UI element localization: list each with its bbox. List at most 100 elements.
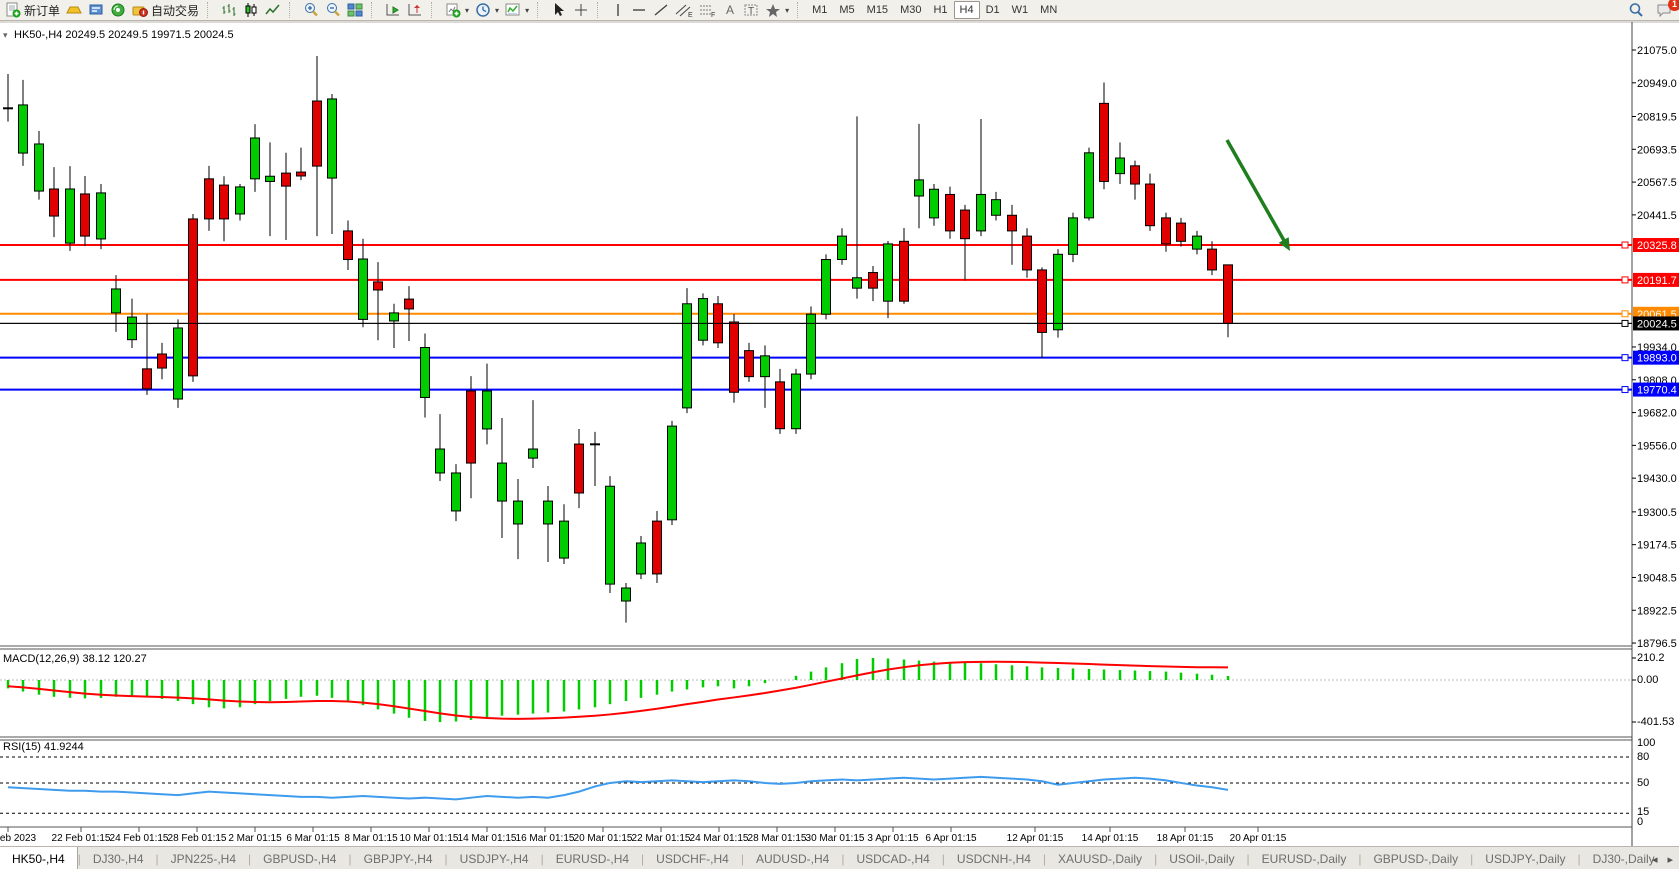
timeframe-mn-button[interactable]: MN <box>1040 4 1058 16</box>
symbol-tab-hk50h4[interactable]: HK50-,H4 <box>0 847 78 869</box>
signal-button[interactable] <box>107 1 129 19</box>
periods-button[interactable]: ▾ <box>472 1 502 19</box>
svg-text:0.00: 0.00 <box>1637 674 1658 686</box>
bar-chart-mode-button[interactable] <box>218 1 240 19</box>
search-icon <box>1628 2 1644 18</box>
svg-text:20325.8: 20325.8 <box>1637 240 1677 252</box>
auto-trading-label: 自动交易 <box>151 3 200 18</box>
zoom-in-icon <box>303 2 319 18</box>
svg-text:19556.0: 19556.0 <box>1637 440 1677 452</box>
tab-separator: | <box>77 852 81 866</box>
timeframe-d1-button[interactable]: D1 <box>985 4 1000 16</box>
auto-trading-icon <box>132 2 149 18</box>
crosshair-icon <box>573 2 589 18</box>
toolbar-separator <box>371 2 377 18</box>
timeframe-h4-button[interactable]: H4 <box>953 1 980 19</box>
shapes-icon <box>765 2 781 18</box>
toolbar-separator <box>289 2 295 18</box>
search-button[interactable] <box>1625 1 1647 19</box>
symbol-tabs: HK50-,H4 | DJ30-,H4 | JPN225-,H4 | GBPUSD-,H4 |… <box>0 847 1667 869</box>
svg-text:80: 80 <box>1637 751 1649 763</box>
svg-text:E: E <box>688 12 693 18</box>
toolbar-separator <box>207 2 213 18</box>
tile-windows-button[interactable] <box>344 1 366 19</box>
trendline-icon <box>653 2 669 18</box>
symbol-tab-audusdh4[interactable]: AUDUSD-,H4 <box>755 852 830 866</box>
tabs-scroll-left-icon[interactable]: ◂ <box>1651 853 1658 866</box>
timeframe-h1-button[interactable]: H1 <box>933 4 948 16</box>
tab-separator: | <box>248 852 252 866</box>
chart-canvas[interactable]: 21075.0 20949.0 20819.5 20693.5 20567.5 20441… <box>0 21 1679 846</box>
symbol-tab-usdchfh4[interactable]: USDCHF-,H4 <box>656 852 729 866</box>
channel-tool-button[interactable]: E <box>672 1 696 19</box>
svg-text:6 Apr 01:15: 6 Apr 01:15 <box>925 833 977 844</box>
candlestick-mode-button[interactable] <box>240 1 262 19</box>
arrow-annotation[interactable] <box>1225 139 1290 251</box>
chart-area: 21075.0 20949.0 20819.5 20693.5 20567.5 20441… <box>0 21 1679 846</box>
symbol-tab-eurusdh4[interactable]: EURUSD-,H4 <box>555 852 630 866</box>
horizontal-line-tool-button[interactable] <box>628 1 650 19</box>
cursor-tool-button[interactable] <box>548 1 570 19</box>
zoom-in-button[interactable] <box>300 1 322 19</box>
shapes-tool-button[interactable]: ▾ <box>762 1 792 19</box>
svg-text:21075.0: 21075.0 <box>1637 45 1677 57</box>
timeframe-m15-button[interactable]: M15 <box>866 4 889 16</box>
new-order-button[interactable]: 新订单 <box>2 1 63 19</box>
symbol-tab-usdcnhh4[interactable]: USDCNH-,H4 <box>956 852 1031 866</box>
chevron-down-icon: ▾ <box>495 5 500 15</box>
symbol-tab-gbpusddaily[interactable]: GBPUSD-,Daily <box>1373 852 1459 866</box>
svg-text:19682.0: 19682.0 <box>1637 408 1677 420</box>
symbol-tab-xauusddaily[interactable]: XAUUSD-,Daily <box>1058 852 1143 866</box>
chart-shift-icon <box>407 2 423 18</box>
symbol-tab-dj30daily[interactable]: DJ30-,Daily <box>1592 852 1655 866</box>
text-tool-button[interactable]: A <box>720 1 740 19</box>
templates-button[interactable]: ▾ <box>502 1 532 19</box>
crosshair-tool-button[interactable] <box>570 1 592 19</box>
auto-trading-button[interactable]: 自动交易 <box>129 1 202 19</box>
symbol-tab-dj30h4[interactable]: DJ30-,H4 <box>92 852 144 866</box>
auto-scroll-button[interactable] <box>382 1 404 19</box>
tab-separator: | <box>540 852 544 866</box>
text-label-tool-button[interactable]: T <box>740 1 762 19</box>
tab-separator: | <box>1470 852 1474 866</box>
symbol-tab-jpn225h4[interactable]: JPN225-,H4 <box>170 852 236 866</box>
symbol-tab-usoildaily[interactable]: USOil-,Daily <box>1169 852 1235 866</box>
tab-separator: | <box>1154 852 1158 866</box>
symbol-tab-usdjpydaily[interactable]: USDJPY-,Daily <box>1485 852 1566 866</box>
svg-text:20 Apr 01:15: 20 Apr 01:15 <box>1230 833 1287 844</box>
timeframe-m30-button[interactable]: M30 <box>900 4 922 16</box>
market-window-button[interactable] <box>85 1 107 19</box>
timeframe-m5-button[interactable]: M5 <box>839 4 855 16</box>
svg-text:20819.5: 20819.5 <box>1637 112 1677 124</box>
trendline-tool-button[interactable] <box>650 1 672 19</box>
svg-text:10 Mar 01:15: 10 Mar 01:15 <box>400 833 459 844</box>
gold-button[interactable] <box>63 1 85 19</box>
timeframe-w1-button[interactable]: W1 <box>1011 4 1029 16</box>
tab-separator: | <box>740 852 744 866</box>
symbol-tab-gbpusdh4[interactable]: GBPUSD-,H4 <box>263 852 337 866</box>
chart-shift-button[interactable] <box>404 1 426 19</box>
symbol-tab-gbpjpyh4[interactable]: GBPJPY-,H4 <box>363 852 433 866</box>
svg-text:50: 50 <box>1637 777 1649 789</box>
zoom-out-button[interactable] <box>322 1 344 19</box>
svg-text:24 Mar 01:15: 24 Mar 01:15 <box>690 833 749 844</box>
tabs-scroll-right-icon[interactable]: ▸ <box>1667 853 1673 866</box>
notifications-button[interactable]: 1 <box>1653 0 1679 19</box>
symbol-tab-usdcadh4[interactable]: USDCAD-,H4 <box>856 852 930 866</box>
timeframe-m1-button[interactable]: M1 <box>812 4 828 16</box>
vertical-line-tool-button[interactable] <box>608 1 628 19</box>
tile-windows-icon <box>347 2 363 18</box>
fibonacci-tool-button[interactable]: F <box>696 1 720 19</box>
svg-text:19770.4: 19770.4 <box>1637 385 1677 397</box>
chevron-down-icon: ▾ <box>525 5 530 15</box>
line-chart-mode-button[interactable] <box>262 1 284 19</box>
symbol-tab-usdjpyh4[interactable]: USDJPY-,H4 <box>459 852 529 866</box>
svg-text:100: 100 <box>1637 737 1655 749</box>
new-chart-button[interactable]: ▾ <box>442 1 472 19</box>
svg-text:20441.5: 20441.5 <box>1637 210 1677 222</box>
symbol-tab-eurusddaily[interactable]: EURUSD-,Daily <box>1261 852 1347 866</box>
main-toolbar: 新订单 自动交易 <box>0 0 1679 21</box>
clock-icon <box>475 2 491 18</box>
timeframe-buttons: M1 M5 M15 M30 H1 H4 D1 W1 MN <box>806 1 1063 19</box>
